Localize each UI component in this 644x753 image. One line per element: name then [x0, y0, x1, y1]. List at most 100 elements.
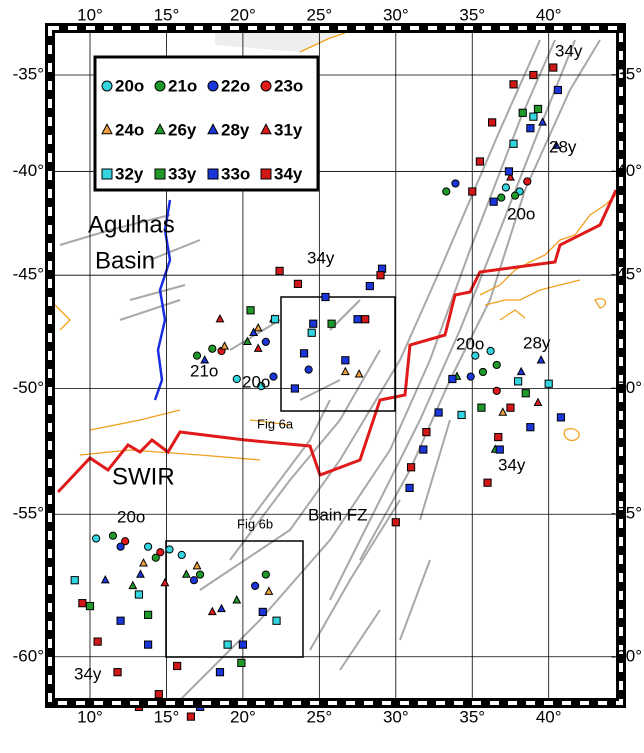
anomaly-pick: [144, 542, 153, 551]
legend-label: 24o: [115, 120, 144, 139]
y-tick-label: -45°: [611, 265, 642, 284]
anomaly-pick: [232, 595, 242, 604]
legend-symbol: [154, 123, 166, 135]
fracture-zones: [59, 39, 601, 701]
anomaly-pick: [442, 187, 451, 196]
anomaly-pick: [116, 616, 125, 625]
y-tick-label: -50°: [13, 378, 44, 397]
anomaly-pick: [93, 637, 102, 646]
graticule: [55, 33, 616, 698]
anomaly-pick: [466, 372, 475, 381]
annotation: 34y: [555, 41, 583, 60]
anomaly-pick: [538, 117, 548, 126]
anomaly-pick: [151, 553, 160, 562]
annotation: 34y: [307, 248, 335, 267]
x-tick-label: 25°: [306, 707, 332, 726]
anomaly-pick: [220, 341, 229, 350]
legend-label: 22o: [221, 76, 250, 95]
anomaly-pick: [468, 187, 477, 196]
anomaly-pick: [173, 661, 182, 671]
legend-symbol: [101, 168, 113, 180]
anomaly-pick: [85, 601, 95, 611]
anomaly-pick: [494, 432, 503, 442]
y-tick-label: -60°: [611, 646, 642, 665]
anomaly-pick: [156, 548, 165, 557]
anomaly-pick: [549, 63, 558, 72]
legend-label: 34y: [274, 164, 303, 183]
legend-label: 33y: [168, 164, 197, 183]
annotation: 20o: [456, 334, 484, 353]
anomaly-pick: [526, 423, 535, 432]
anomaly-pick: [523, 177, 532, 186]
annotation: Fig 6a: [257, 416, 294, 431]
anomaly-pick: [486, 346, 495, 356]
anomaly-pick: [422, 428, 431, 437]
anomaly-pick: [232, 374, 241, 384]
anomaly-pick: [533, 104, 543, 114]
legend-label: 21o: [168, 76, 197, 95]
anomaly-pick: [200, 355, 210, 364]
anomaly-pick: [340, 366, 350, 376]
annotation: 21o: [190, 361, 218, 380]
anomaly-pick: [341, 356, 350, 365]
anomaly-pick: [299, 349, 309, 358]
anomaly-pick: [139, 558, 148, 567]
anomaly-pick: [353, 315, 362, 324]
anomaly-pick: [518, 108, 527, 117]
annotation: 20o: [242, 372, 270, 391]
anomaly-pick: [451, 179, 460, 188]
x-tick-label: 40°: [536, 5, 562, 24]
x-tick-label: 15°: [154, 5, 180, 24]
y-tick-label: -35°: [611, 64, 642, 83]
anomaly-pick: [448, 374, 457, 384]
anomaly-pick: [321, 292, 330, 302]
anomaly-pick: [492, 360, 501, 370]
anomaly-pick: [181, 569, 191, 578]
anomaly-pick: [526, 124, 535, 133]
anomaly-pick: [270, 315, 280, 324]
anomaly-pick: [492, 386, 501, 395]
anomaly-pick: [434, 408, 443, 417]
anomaly-pick: [258, 607, 267, 617]
anomaly-pick: [529, 112, 538, 121]
legend-label: 32y: [115, 164, 144, 183]
anomaly-pick: [100, 574, 110, 584]
ridge-axis: [56, 189, 618, 494]
x-tick-label: 10°: [77, 5, 103, 24]
anomaly-pick: [192, 560, 202, 570]
legend-symbol: [207, 80, 219, 92]
anomaly-pick: [405, 483, 414, 492]
x-tick-label: 30°: [383, 707, 409, 726]
legend-label: 28y: [221, 120, 250, 139]
legend-label: 20o: [115, 76, 144, 95]
anomaly-pick: [361, 315, 370, 324]
legend-symbol: [260, 80, 272, 92]
tick-labels: 10° 10° 15° 15° 20° 20° 25° 25° 30° 30° 35° 35° 40° 4…: [13, 5, 642, 726]
map-features: [54, 32, 618, 701]
annotation: Agulhas: [88, 211, 175, 238]
anomaly-pick: [516, 366, 526, 376]
anomaly-pick: [529, 70, 538, 80]
anomaly-pick: [189, 576, 199, 585]
anomaly-pick: [70, 576, 79, 585]
anomaly-pick: [238, 640, 248, 649]
x-tick-label: 15°: [154, 707, 180, 726]
anomaly-pick: [177, 550, 186, 560]
x-tick-label: 40°: [536, 707, 562, 726]
anomaly-pick: [514, 377, 523, 386]
anomaly-pick: [261, 337, 270, 346]
anomaly-pick: [506, 403, 515, 412]
anomaly-pick: [249, 327, 259, 336]
anomaly-pick: [108, 531, 118, 540]
anomaly-pick: [237, 658, 246, 668]
anomaly-pick: [215, 314, 225, 323]
anomaly-pick: [509, 80, 518, 89]
annotation: Basin: [95, 247, 155, 274]
anomaly-pick: [510, 191, 520, 200]
anomaly-pick: [272, 616, 281, 625]
anomaly-pick: [556, 413, 566, 422]
x-tick-label: 20°: [230, 5, 256, 24]
legend-box: [93, 55, 320, 192]
annotation: 34y: [74, 664, 102, 683]
